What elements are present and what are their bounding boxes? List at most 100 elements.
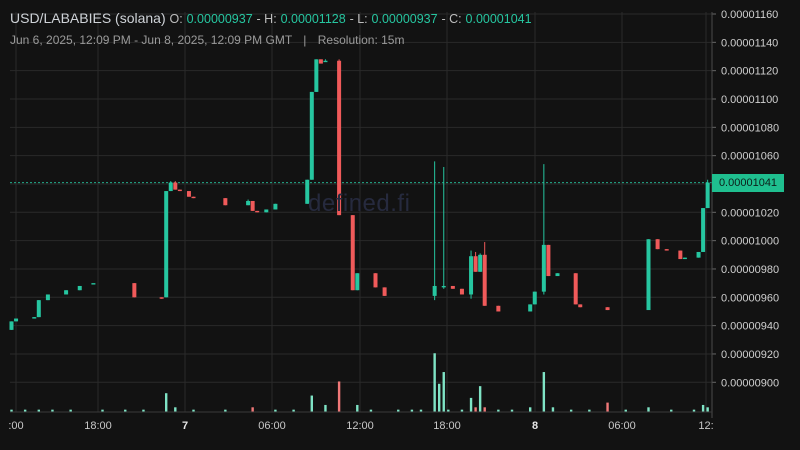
candle bbox=[441, 166, 446, 289]
candle-body bbox=[318, 59, 323, 64]
y-tick-label: 0.00000920 bbox=[721, 349, 779, 361]
volume-bar bbox=[337, 381, 341, 412]
volume-bar bbox=[369, 409, 373, 412]
volume-bar bbox=[692, 409, 696, 412]
candle-body bbox=[186, 191, 191, 197]
candle-body bbox=[382, 287, 387, 296]
candle-body bbox=[273, 203, 278, 210]
volume-bar bbox=[706, 407, 709, 412]
volume-bar bbox=[510, 409, 514, 412]
candle bbox=[91, 283, 96, 285]
candle bbox=[223, 198, 228, 206]
candle-body bbox=[578, 304, 583, 308]
candle bbox=[664, 249, 669, 251]
y-tick-label: 0.00001020 bbox=[721, 207, 779, 219]
candle bbox=[9, 321, 14, 330]
candle bbox=[323, 59, 328, 63]
candle-body bbox=[314, 59, 319, 92]
candles bbox=[9, 59, 710, 330]
volume-bar bbox=[274, 409, 277, 412]
candle bbox=[173, 181, 178, 190]
candle-body bbox=[223, 198, 228, 206]
candle bbox=[605, 307, 610, 311]
volume-bars bbox=[10, 353, 709, 412]
candle bbox=[32, 317, 37, 319]
candle bbox=[77, 285, 82, 291]
candle bbox=[578, 304, 583, 308]
candle bbox=[646, 239, 651, 311]
candle bbox=[255, 210, 260, 213]
candle-body bbox=[682, 257, 687, 260]
candle-body bbox=[173, 182, 178, 190]
candle bbox=[264, 209, 269, 213]
y-tick-label: 0.00001160 bbox=[721, 9, 778, 21]
volume-bar bbox=[142, 409, 145, 412]
candle bbox=[186, 191, 191, 197]
candle bbox=[191, 196, 196, 199]
volume-bar bbox=[497, 409, 500, 412]
candle-body bbox=[541, 244, 546, 292]
candle bbox=[705, 179, 710, 209]
candle-body bbox=[432, 285, 437, 296]
volume-bar bbox=[410, 409, 414, 412]
volume-bar bbox=[23, 409, 27, 412]
candle bbox=[159, 297, 164, 299]
candle-body bbox=[45, 294, 50, 301]
candle bbox=[382, 287, 387, 296]
candle bbox=[273, 203, 278, 210]
candle bbox=[132, 283, 137, 298]
volume-bar bbox=[224, 409, 227, 412]
candle-body bbox=[573, 273, 578, 305]
candle-body bbox=[264, 209, 269, 213]
candle bbox=[450, 285, 455, 289]
candle-body bbox=[309, 91, 314, 180]
volume-bar bbox=[419, 409, 423, 412]
candle-body bbox=[482, 254, 487, 306]
close-value: 0.00001041 bbox=[465, 12, 532, 26]
volume-bar bbox=[397, 409, 400, 412]
candle-body bbox=[469, 256, 474, 295]
candle-body bbox=[473, 256, 478, 272]
volume-bar bbox=[124, 409, 127, 412]
candle-body bbox=[696, 251, 701, 258]
y-axis: 0.00001160 0.00001140 0.00001120 0.00001100… bbox=[711, 9, 779, 418]
volume-bar bbox=[529, 407, 532, 412]
x-tick-label: 18:00 bbox=[433, 420, 461, 432]
x-tick-label: :00 bbox=[8, 420, 23, 432]
candle bbox=[573, 273, 578, 305]
candle-body bbox=[191, 196, 196, 199]
candle-body bbox=[32, 317, 37, 319]
volume-bar bbox=[192, 409, 195, 412]
open-value: 0.00000937 bbox=[186, 12, 253, 26]
candle-body bbox=[605, 307, 610, 311]
candle-body bbox=[459, 288, 464, 295]
candle bbox=[14, 318, 19, 322]
candle bbox=[164, 191, 169, 298]
candle-body bbox=[546, 244, 551, 277]
candle bbox=[168, 181, 173, 192]
candle-body bbox=[373, 273, 378, 288]
candle-body bbox=[132, 283, 137, 298]
candle bbox=[246, 199, 251, 206]
candle-body bbox=[555, 273, 560, 277]
candle bbox=[478, 253, 483, 272]
chart-header: USD/LABABIES (solana) O: 0.00000937 - H:… bbox=[10, 10, 532, 26]
candle-body bbox=[705, 182, 710, 209]
candle-body bbox=[177, 189, 182, 192]
volume-bar bbox=[647, 407, 650, 412]
volume-bar bbox=[10, 409, 13, 412]
candle-body bbox=[655, 239, 660, 250]
candle bbox=[496, 305, 501, 312]
volume-bar bbox=[701, 404, 705, 412]
volume-bar bbox=[37, 409, 40, 412]
volume-bar bbox=[483, 407, 486, 412]
candle-body bbox=[77, 285, 82, 291]
volume-bar bbox=[69, 409, 72, 412]
y-tick-label: 0.00001060 bbox=[721, 151, 779, 163]
candle bbox=[682, 257, 687, 260]
x-tick-label: 12:00 bbox=[346, 420, 374, 432]
candle bbox=[309, 91, 314, 180]
grid-lines bbox=[10, 12, 712, 412]
candle bbox=[701, 208, 706, 252]
